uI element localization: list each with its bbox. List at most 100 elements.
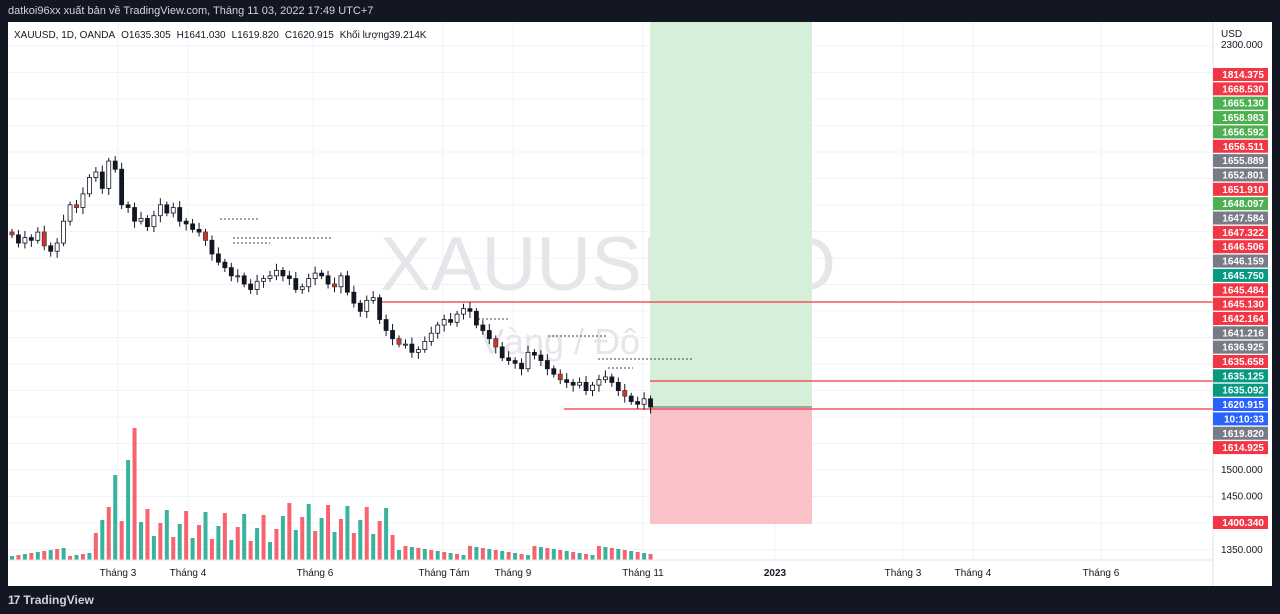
candle-body [538,354,544,361]
price-marker [1213,441,1268,455]
candle-body [635,401,641,405]
volume-bar [306,504,311,560]
candle-body [590,384,595,392]
volume-bar [474,547,479,560]
volume-bar [487,549,492,560]
stop-zone[interactable] [650,408,812,524]
price-marker [1213,398,1268,412]
volume-bar [332,532,337,560]
price-marker-label: 10:10:33 [1224,414,1264,425]
volume-bar [571,552,576,560]
price-marker [1213,139,1268,153]
volume-bar [171,537,176,560]
volume-bar [629,551,634,560]
price-marker [1213,297,1268,311]
volume-bar [139,522,143,560]
candle-body [190,223,196,230]
candle-body [274,269,279,277]
volume-bar [177,524,182,560]
price-marker [1213,125,1268,139]
volume-bar [551,549,556,560]
price-marker-label: 1656.511 [1223,142,1265,153]
volume-bar [422,549,427,560]
volume-bar [106,507,111,560]
candle-body [35,231,41,241]
price-marker-label: 1652.801 [1222,170,1264,181]
candle-body [196,228,202,233]
price-marker-label: 1635.092 [1222,386,1264,397]
volume-bar [596,546,601,560]
legend-volume: Khối lượng39.214K [340,29,427,41]
time-axis-label: Tháng 3 [100,568,137,579]
candle-body [22,237,28,244]
price-tick-label: 1450.000 [1221,492,1263,503]
candle-body [170,207,176,214]
tradingview-logo[interactable]: 17 TradingView [8,593,94,607]
price-marker [1213,225,1268,239]
candles[interactable] [9,156,653,414]
price-marker-label: 1648.097 [1222,199,1264,210]
candle-body [454,313,460,323]
price-marker-label: 1635.658 [1222,357,1264,368]
target-zone[interactable] [650,22,812,408]
volume-bar [603,547,608,560]
price-ticks: 2300.000 1500.000 1450.000 1350.000 [1221,40,1263,556]
chart-area[interactable]: XAUUSD, 1D Vàng / Đô la Mỹ USD 2300.000 1… [8,22,1272,586]
candle-body [254,280,260,290]
candle-body [532,351,537,356]
candle-body [132,207,137,222]
candle-body [603,376,608,381]
candle-body [183,220,189,225]
candle-body [596,379,602,386]
candle-body [93,171,99,178]
candle-body [125,204,131,208]
candle-body [422,341,428,351]
volume-bar [74,555,79,560]
volume-bar [100,520,105,560]
volume-bar [68,556,73,560]
volume-bar [364,507,369,560]
volume-bar [119,521,124,560]
volume-bar [538,547,543,560]
candle-body [370,297,376,301]
price-marker [1213,154,1268,168]
volume-bar [242,514,247,560]
candle-body [648,398,653,408]
candle-body [177,207,183,222]
candle-body [486,330,492,340]
price-marker [1213,268,1268,282]
price-marker-label: 1647.584 [1222,214,1264,225]
candle-body [299,286,305,290]
candle-body [28,237,34,241]
candle-body [357,302,363,312]
volume-bar [158,523,163,560]
candle-body [415,349,421,353]
volume-bar [526,555,530,560]
candle-body [119,168,125,206]
candle-body [409,343,415,353]
candle-body [338,275,344,288]
candle-body [544,360,550,370]
volume-bar [151,536,156,560]
chart-svg[interactable]: XAUUSD, 1D Vàng / Đô la Mỹ USD 2300.0001… [8,22,1272,586]
price-marker-label: 1619.820 [1222,429,1264,440]
candle-body [570,382,576,386]
volume-bar [493,550,498,560]
candle-body [641,398,647,405]
candle-body [403,343,408,346]
tradingview-logo-icon: 17 [8,593,20,607]
volume-bar [564,551,569,560]
price-marker-label: 1645.130 [1222,300,1264,311]
volume-bar [287,503,292,560]
volume-bar [319,518,324,560]
volume-bar [609,548,614,560]
candle-body [235,275,241,278]
candle-body [215,253,221,263]
candle-body [164,204,170,214]
price-marker-label: 1645.484 [1222,285,1264,296]
candle-body [293,278,299,290]
volume-bar [145,509,150,560]
volume-bar [545,548,550,560]
price-marker-label: 1645.750 [1222,271,1264,282]
